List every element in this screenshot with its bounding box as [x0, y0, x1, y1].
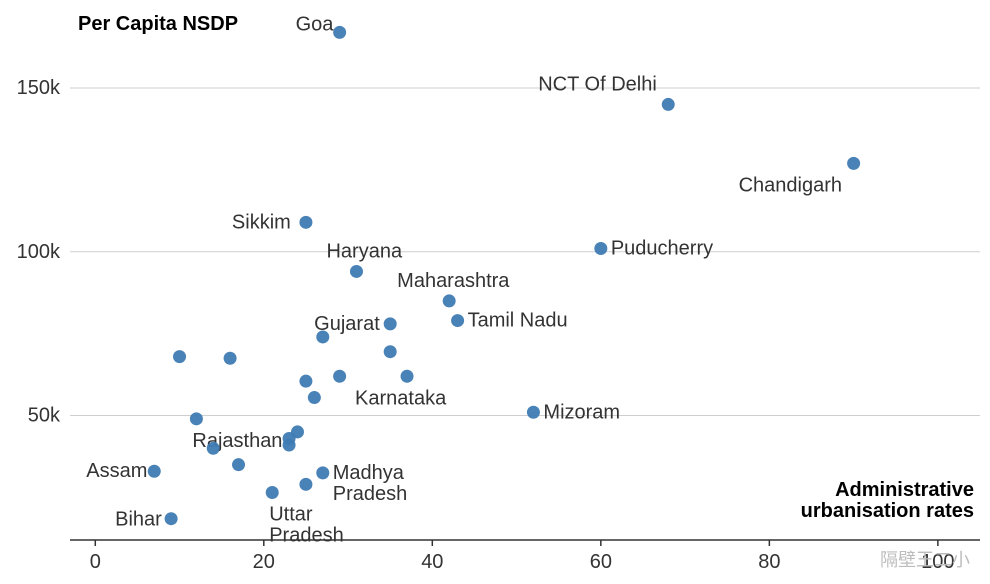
point-label: Madhya: [333, 462, 405, 484]
point-label: Tamil Nadu: [468, 310, 568, 332]
point-label: Sikkim: [232, 211, 291, 233]
data-point: [384, 345, 397, 358]
data-point: [165, 512, 178, 525]
data-point: [308, 391, 321, 404]
point-label: Pradesh: [269, 525, 344, 547]
data-point: [350, 265, 363, 278]
y-tick-label: 50k: [28, 405, 61, 427]
point-label: Puducherry: [611, 238, 713, 260]
data-point: [148, 465, 161, 478]
point-label: Rajasthan: [192, 430, 282, 452]
y-tick-label: 100k: [17, 241, 61, 263]
x-axis-title: urbanisation rates: [801, 500, 974, 522]
data-point: [451, 314, 464, 327]
y-tick-label: 150k: [17, 77, 61, 99]
point-label: Uttar: [269, 504, 313, 526]
point-label: Chandigarh: [739, 174, 842, 196]
data-point: [316, 330, 329, 343]
point-label: Bihar: [115, 509, 162, 531]
data-point: [190, 412, 203, 425]
data-point: [662, 98, 675, 111]
data-point: [333, 26, 346, 39]
data-point: [232, 458, 245, 471]
point-label: Karnataka: [355, 387, 447, 409]
x-tick-label: 40: [421, 551, 443, 573]
data-point: [299, 478, 312, 491]
point-label: Haryana: [326, 240, 402, 262]
data-point: [333, 370, 346, 383]
x-tick-label: 80: [758, 551, 780, 573]
data-point: [224, 352, 237, 365]
x-tick-label: 20: [253, 551, 275, 573]
y-axis-title: Per Capita NSDP: [78, 13, 238, 35]
data-point: [173, 350, 186, 363]
point-label: NCT Of Delhi: [538, 73, 657, 95]
data-point: [207, 442, 220, 455]
data-point: [443, 294, 456, 307]
data-point: [299, 216, 312, 229]
data-point: [266, 486, 279, 499]
x-tick-label: 100: [921, 551, 954, 573]
data-point: [527, 406, 540, 419]
data-point: [594, 242, 607, 255]
point-label: Mizoram: [543, 401, 620, 423]
data-point: [384, 317, 397, 330]
data-point: [283, 439, 296, 452]
data-point: [316, 466, 329, 479]
data-point: [401, 370, 414, 383]
x-tick-label: 0: [90, 551, 101, 573]
point-label: Maharashtra: [397, 270, 510, 292]
x-axis-title: Administrative: [835, 479, 974, 501]
data-point: [847, 157, 860, 170]
scatter-chart: 0 20 40 60 80 100 50k 100k 150k Goa NCT Of Delhi Ch…: [0, 0, 990, 584]
data-point: [299, 375, 312, 388]
x-tick-label: 60: [590, 551, 612, 573]
point-label: Assam: [86, 460, 147, 482]
point-label: Goa: [296, 13, 335, 35]
point-label: Pradesh: [333, 483, 408, 505]
